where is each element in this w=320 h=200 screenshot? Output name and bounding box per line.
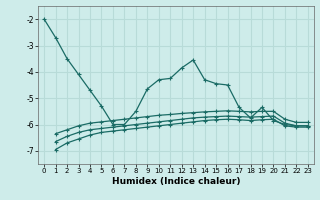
X-axis label: Humidex (Indice chaleur): Humidex (Indice chaleur) <box>112 177 240 186</box>
